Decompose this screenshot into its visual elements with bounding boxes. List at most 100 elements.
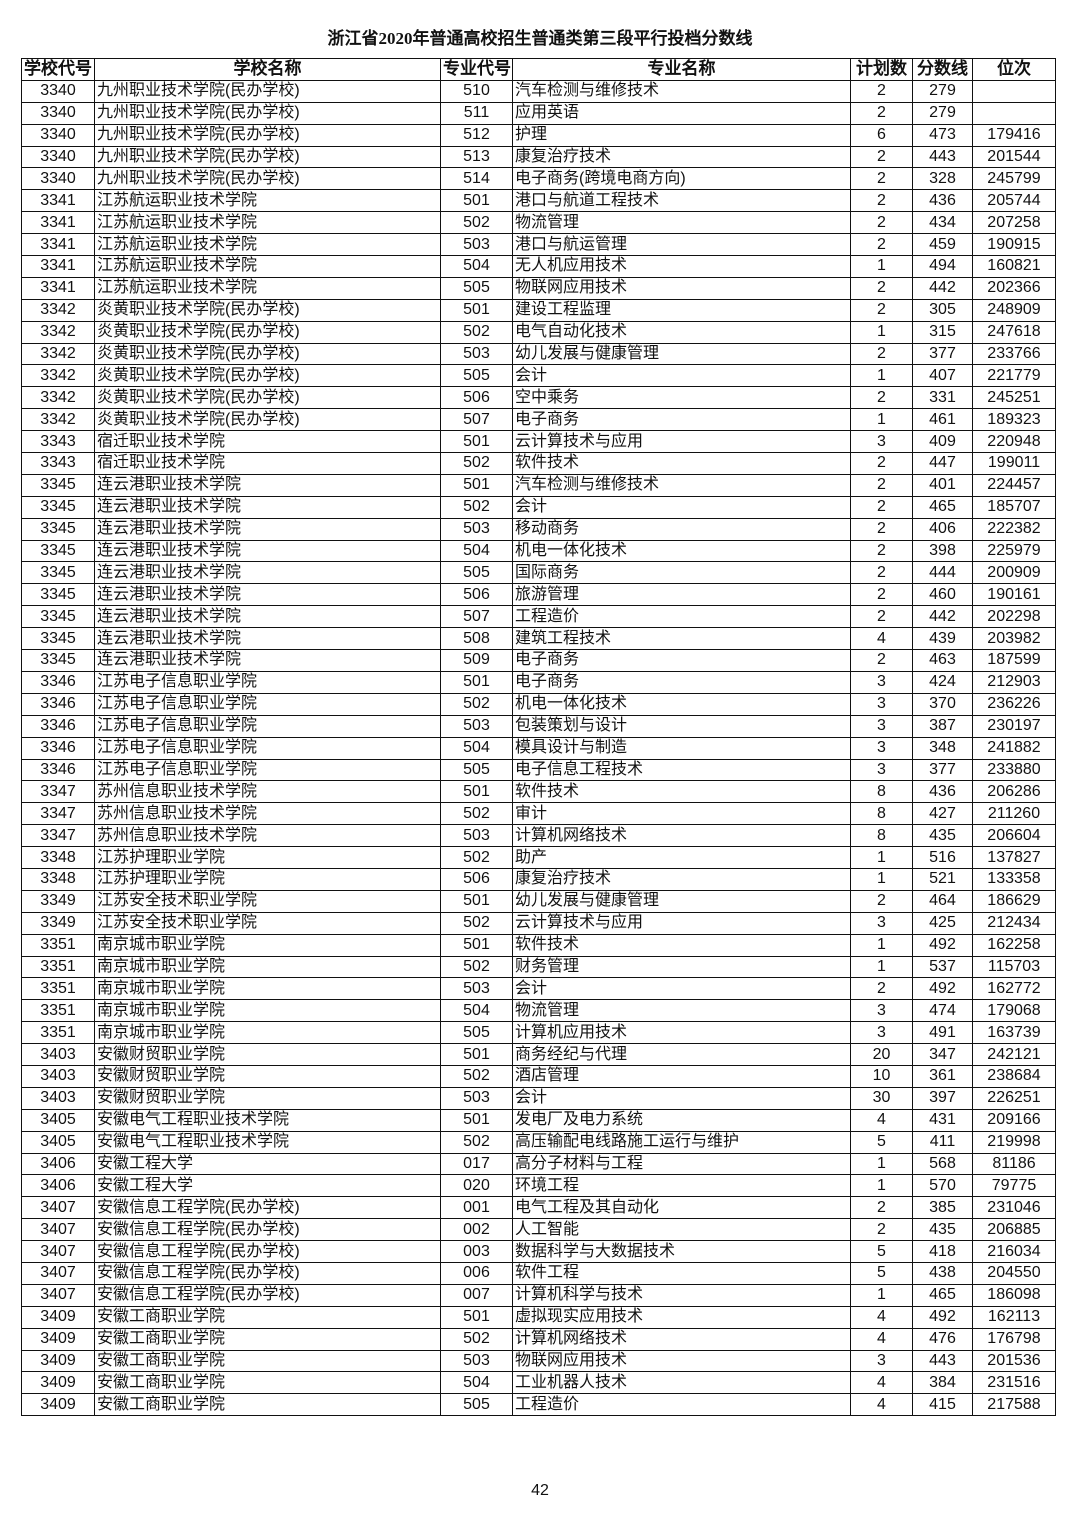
plan-count-cell: 3 <box>850 714 913 738</box>
major-code-cell: 007 <box>440 1283 513 1307</box>
score-line-cell: 474 <box>912 999 973 1023</box>
score-line-cell: 464 <box>912 889 973 913</box>
table-row: 3407 安徽信息工程学院(民办学校) 006 软件工程 5 438 204550 <box>21 1261 1056 1285</box>
major-name-cell: 康复治疗技术 <box>512 145 851 169</box>
school-code-cell: 3342 <box>21 342 95 366</box>
school-name-cell: 安徽工商职业学院 <box>94 1305 441 1329</box>
score-line-cell: 425 <box>912 911 973 935</box>
major-name-cell: 审计 <box>512 802 851 826</box>
major-name-cell: 人工智能 <box>512 1218 851 1242</box>
school-code-cell: 3345 <box>21 473 95 497</box>
plan-count-cell: 1 <box>850 1283 913 1307</box>
major-code-cell: 501 <box>440 780 513 804</box>
major-name-cell: 工程造价 <box>512 1393 851 1417</box>
plan-count-cell: 1 <box>850 408 913 432</box>
school-code-cell: 3409 <box>21 1327 95 1351</box>
major-name-cell: 空中乘务 <box>512 386 851 410</box>
rank-cell: 190915 <box>972 233 1056 257</box>
plan-count-cell: 2 <box>850 649 913 672</box>
score-line-cell: 348 <box>912 736 973 760</box>
rank-cell: 231516 <box>972 1371 1056 1395</box>
school-code-cell: 3406 <box>21 1152 95 1176</box>
table-row: 3342 炎黄职业技术学院(民办学校) 506 空中乘务 2 331 245251 <box>21 386 1056 410</box>
plan-count-cell: 8 <box>850 802 913 826</box>
score-line-cell: 279 <box>912 79 973 103</box>
rank-cell: 222382 <box>972 517 1056 541</box>
score-line-cell: 279 <box>912 101 973 125</box>
plan-count-cell: 1 <box>850 1174 913 1198</box>
rank-cell: 160821 <box>972 255 1056 278</box>
major-name-cell: 云计算技术与应用 <box>512 911 851 935</box>
table-row: 3342 炎黄职业技术学院(民办学校) 507 电子商务 1 461 189323 <box>21 408 1056 432</box>
major-code-cell: 501 <box>440 670 513 694</box>
table-row: 3351 南京城市职业学院 505 计算机应用技术 3 491 163739 <box>21 1021 1056 1045</box>
rank-cell: 185707 <box>972 495 1056 519</box>
rank-cell <box>972 101 1056 125</box>
major-code-cell: 502 <box>440 692 513 716</box>
major-code-cell: 501 <box>440 473 513 497</box>
table-row: 3407 安徽信息工程学院(民办学校) 007 计算机科学与技术 1 465 186098 <box>21 1283 1056 1307</box>
header-rank: 位次 <box>972 58 1056 81</box>
table-row: 3346 江苏电子信息职业学院 503 包装策划与设计 3 387 230197 <box>21 714 1056 738</box>
major-name-cell: 酒店管理 <box>512 1064 851 1088</box>
major-name-cell: 机电一体化技术 <box>512 692 851 716</box>
score-line-cell: 516 <box>912 846 973 869</box>
major-code-cell: 501 <box>440 889 513 913</box>
table-row: 3405 安徽电气工程职业技术学院 502 高压输配电线路施工运行与维护 5 411 219… <box>21 1130 1056 1154</box>
rank-cell <box>972 79 1056 103</box>
school-name-cell: 连云港职业技术学院 <box>94 649 441 672</box>
school-name-cell: 江苏电子信息职业学院 <box>94 736 441 760</box>
school-code-cell: 3409 <box>21 1393 95 1417</box>
plan-count-cell: 2 <box>850 276 913 300</box>
table-row: 3349 江苏安全技术职业学院 502 云计算技术与应用 3 425 212434 <box>21 911 1056 935</box>
school-code-cell: 3340 <box>21 79 95 103</box>
table-row: 3403 安徽财贸职业学院 501 商务经纪与代理 20 347 242121 <box>21 1043 1056 1066</box>
table-row: 3345 连云港职业技术学院 505 国际商务 2 444 200909 <box>21 561 1056 585</box>
plan-count-cell: 10 <box>850 1064 913 1088</box>
major-name-cell: 模具设计与制造 <box>512 736 851 760</box>
score-line-cell: 387 <box>912 714 973 738</box>
school-name-cell: 连云港职业技术学院 <box>94 517 441 541</box>
school-name-cell: 安徽工商职业学院 <box>94 1393 441 1417</box>
school-name-cell: 南京城市职业学院 <box>94 933 441 957</box>
major-name-cell: 电子信息工程技术 <box>512 758 851 782</box>
header-school-name: 学校名称 <box>94 58 441 81</box>
major-name-cell: 工程造价 <box>512 605 851 629</box>
school-code-cell: 3346 <box>21 736 95 760</box>
major-name-cell: 发电厂及电力系统 <box>512 1108 851 1132</box>
major-code-cell: 510 <box>440 79 513 103</box>
major-name-cell: 环境工程 <box>512 1174 851 1198</box>
score-line-cell: 491 <box>912 1021 973 1045</box>
rank-cell: 226251 <box>972 1086 1056 1110</box>
major-code-cell: 505 <box>440 276 513 300</box>
school-name-cell: 连云港职业技术学院 <box>94 473 441 497</box>
score-line-cell: 398 <box>912 539 973 563</box>
major-name-cell: 电气工程及其自动化 <box>512 1196 851 1220</box>
major-name-cell: 会计 <box>512 977 851 1001</box>
school-code-cell: 3351 <box>21 1021 95 1045</box>
score-line-cell: 473 <box>912 123 973 147</box>
school-name-cell: 连云港职业技术学院 <box>94 605 441 629</box>
rank-cell: 224457 <box>972 473 1056 497</box>
rank-cell: 217588 <box>972 1393 1056 1417</box>
school-name-cell: 安徽电气工程职业技术学院 <box>94 1130 441 1154</box>
table-row: 3406 安徽工程大学 020 环境工程 1 570 79775 <box>21 1174 1056 1198</box>
score-line-cell: 570 <box>912 1174 973 1198</box>
rank-cell: 233880 <box>972 758 1056 782</box>
plan-count-cell: 2 <box>850 977 913 1001</box>
rank-cell: 189323 <box>972 408 1056 432</box>
rank-cell: 190161 <box>972 583 1056 607</box>
school-name-cell: 安徽财贸职业学院 <box>94 1064 441 1088</box>
major-name-cell: 计算机科学与技术 <box>512 1283 851 1307</box>
plan-count-cell: 20 <box>850 1043 913 1066</box>
school-name-cell: 江苏安全技术职业学院 <box>94 911 441 935</box>
plan-count-cell: 2 <box>850 189 913 213</box>
score-line-cell: 459 <box>912 233 973 257</box>
major-code-cell: 020 <box>440 1174 513 1198</box>
school-code-cell: 3342 <box>21 386 95 410</box>
table-row: 3340 九州职业技术学院(民办学校) 513 康复治疗技术 2 443 201544 <box>21 145 1056 169</box>
school-code-cell: 3351 <box>21 977 95 1001</box>
rank-cell: 179416 <box>972 123 1056 147</box>
score-line-cell: 305 <box>912 298 973 322</box>
rank-cell: 201544 <box>972 145 1056 169</box>
